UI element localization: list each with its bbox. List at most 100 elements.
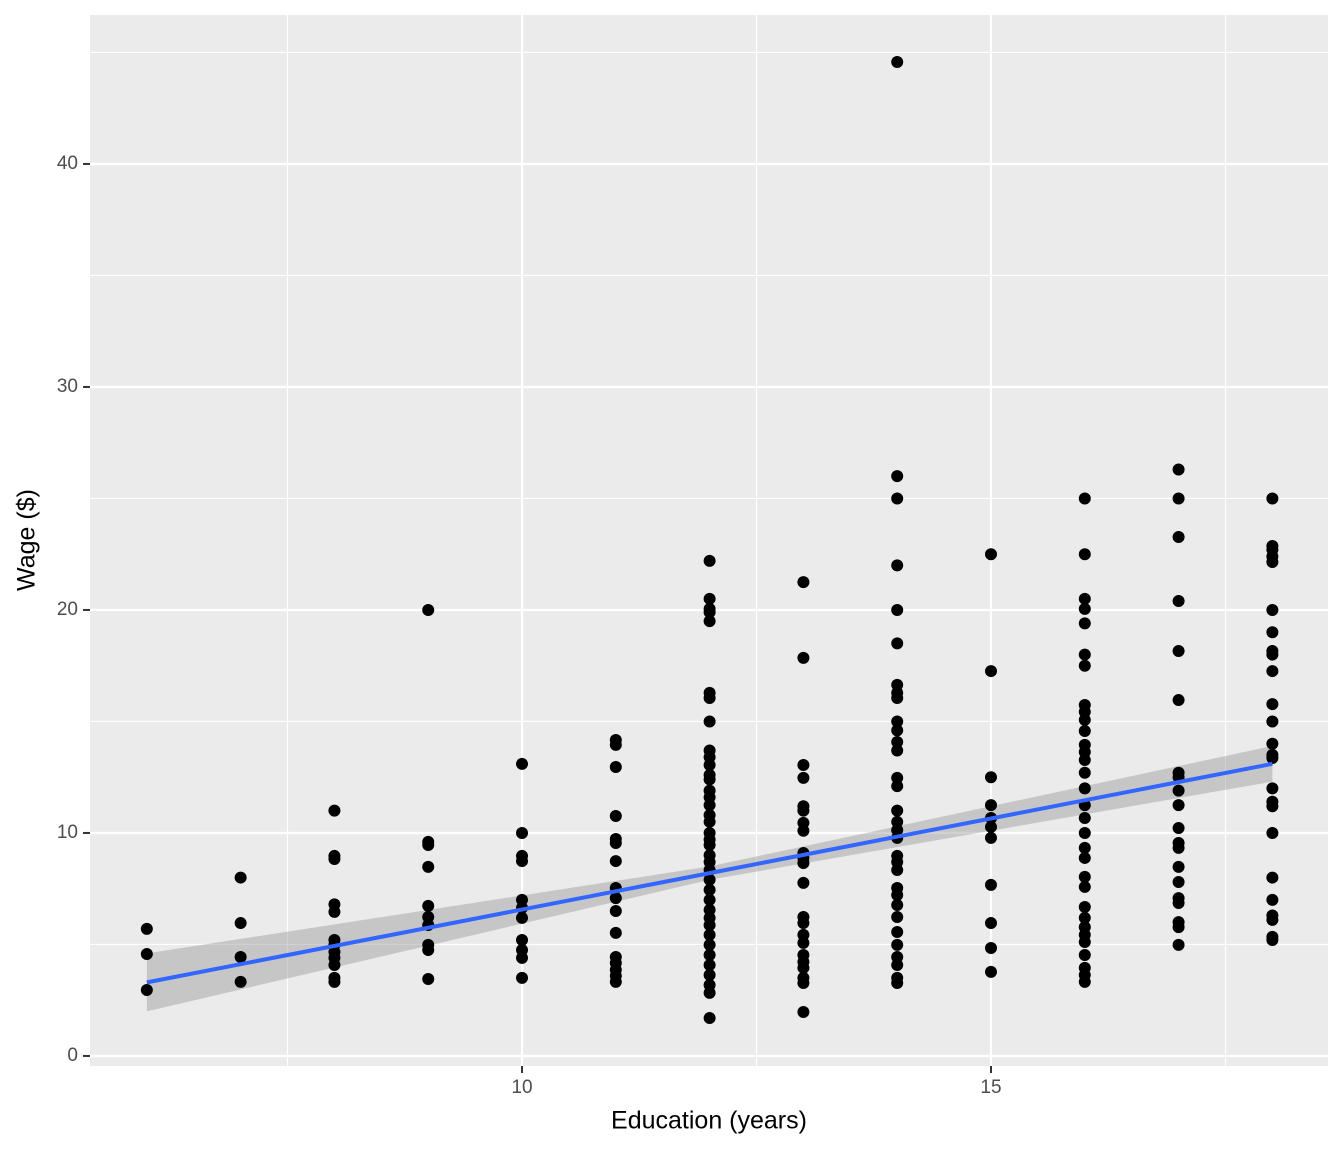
point xyxy=(516,757,529,770)
point xyxy=(891,692,904,705)
point xyxy=(1172,876,1185,889)
point xyxy=(797,758,810,771)
point xyxy=(797,876,810,889)
point xyxy=(1172,595,1185,608)
point xyxy=(891,911,904,924)
point xyxy=(797,977,810,990)
point xyxy=(891,637,904,650)
point xyxy=(797,804,810,817)
point xyxy=(1266,665,1279,678)
point xyxy=(1172,694,1185,707)
point xyxy=(1078,870,1091,883)
point xyxy=(1266,913,1279,926)
point xyxy=(703,893,716,906)
point xyxy=(1266,556,1279,569)
point xyxy=(1266,893,1279,906)
x-axis-title: Education (years) xyxy=(611,1107,807,1135)
point xyxy=(422,944,435,957)
point xyxy=(703,715,716,728)
point xyxy=(984,917,997,930)
point xyxy=(703,1012,716,1025)
fit-line xyxy=(146,761,1273,985)
point xyxy=(1078,948,1091,961)
point xyxy=(891,744,904,757)
point xyxy=(1172,921,1185,934)
point xyxy=(516,855,529,868)
point xyxy=(516,911,529,924)
point xyxy=(328,975,341,988)
point xyxy=(984,548,997,561)
point xyxy=(703,938,716,951)
point xyxy=(1266,800,1279,813)
point xyxy=(703,554,716,567)
point xyxy=(1266,492,1279,505)
point xyxy=(984,831,997,844)
point xyxy=(891,815,904,828)
point xyxy=(797,936,810,949)
point xyxy=(703,883,716,896)
point xyxy=(891,470,904,483)
point xyxy=(1078,782,1091,795)
point xyxy=(422,603,435,616)
point xyxy=(703,969,716,982)
point xyxy=(1078,911,1091,924)
point xyxy=(609,738,622,751)
point xyxy=(703,799,716,812)
point xyxy=(797,1006,810,1019)
point xyxy=(234,917,247,930)
point xyxy=(797,824,810,837)
point xyxy=(797,651,810,664)
point xyxy=(984,820,997,833)
point xyxy=(609,926,622,939)
point xyxy=(1078,851,1091,864)
point xyxy=(328,958,341,971)
point xyxy=(1078,648,1091,661)
point xyxy=(1078,492,1091,505)
point xyxy=(422,839,435,852)
point xyxy=(703,615,716,628)
point xyxy=(328,905,341,918)
point xyxy=(609,836,622,849)
point xyxy=(1078,841,1091,854)
point xyxy=(891,888,904,901)
point xyxy=(797,576,810,589)
point xyxy=(984,942,997,955)
point xyxy=(1078,826,1091,839)
point xyxy=(1078,754,1091,767)
point xyxy=(1266,698,1279,711)
point xyxy=(703,815,716,828)
point xyxy=(1172,938,1185,951)
point xyxy=(1078,713,1091,726)
point xyxy=(1172,463,1185,476)
point xyxy=(703,592,716,605)
point xyxy=(516,951,529,964)
point xyxy=(1266,871,1279,884)
point xyxy=(984,771,997,784)
point xyxy=(891,898,904,911)
point xyxy=(1266,934,1279,947)
point xyxy=(140,922,153,935)
point xyxy=(1078,880,1091,893)
point xyxy=(984,878,997,891)
point xyxy=(891,771,904,784)
point xyxy=(1078,548,1091,561)
y-tick-label: 20 xyxy=(57,599,78,620)
point xyxy=(1266,648,1279,661)
point xyxy=(609,905,622,918)
point xyxy=(703,948,716,961)
point xyxy=(234,871,247,884)
point xyxy=(1172,841,1185,854)
point xyxy=(891,603,904,616)
point xyxy=(234,950,247,963)
point xyxy=(703,928,716,941)
point xyxy=(891,559,904,572)
point xyxy=(422,973,435,986)
point xyxy=(1266,603,1279,616)
point xyxy=(516,934,529,947)
point xyxy=(891,925,904,938)
point xyxy=(1172,896,1185,909)
point xyxy=(797,961,810,974)
y-tick-label: 10 xyxy=(57,822,78,843)
point xyxy=(516,826,529,839)
point xyxy=(609,760,622,773)
